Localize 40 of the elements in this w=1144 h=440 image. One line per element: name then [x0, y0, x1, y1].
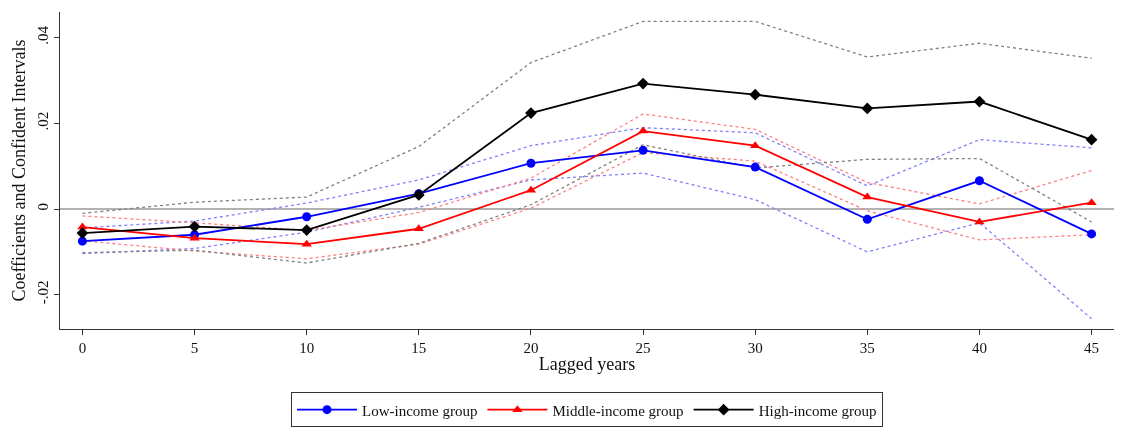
line-series: [81, 20, 1093, 214]
line-series: [81, 172, 1093, 320]
legend-label: High-income group: [758, 402, 877, 419]
x-tick-label: 15: [411, 340, 427, 356]
x-tick-label: 30: [747, 340, 763, 356]
x-tick-label: 0: [78, 340, 87, 356]
x-axis-title: Lagged years: [538, 354, 636, 375]
x-tick-label: 40: [971, 340, 987, 356]
y-axis-title: Coefficients and Confident Intervals: [9, 39, 30, 302]
x-tick-label: 10: [299, 340, 315, 356]
y-tick-label: 0: [35, 203, 51, 211]
point: [974, 176, 984, 186]
y-tick-label: .02: [35, 111, 51, 131]
x-tick-label: 45: [1084, 340, 1100, 356]
x-tick-label: 35: [859, 340, 875, 356]
legend-label: Low-income group: [362, 402, 478, 419]
y-tick-label: .04: [35, 25, 51, 45]
point: [974, 217, 985, 225]
point: [862, 214, 872, 224]
x-tick-label: 25: [635, 340, 651, 356]
point: [525, 107, 537, 119]
point: [861, 102, 874, 115]
point: [77, 236, 87, 246]
x-tick-label: 20: [523, 340, 539, 356]
point: [1087, 229, 1097, 239]
point: [302, 212, 312, 222]
point: [300, 224, 313, 236]
x-tick-label: 5: [190, 340, 199, 356]
y-tick-label: -.02: [35, 280, 51, 305]
point: [750, 162, 760, 172]
point: [862, 192, 873, 200]
point: [1085, 133, 1098, 146]
point: [76, 227, 89, 239]
point: [749, 88, 762, 101]
point: [638, 145, 648, 155]
point: [637, 77, 649, 90]
point: [188, 220, 201, 233]
legend-label: Middle-income group: [552, 402, 684, 419]
point: [526, 158, 536, 168]
point: [973, 95, 986, 108]
